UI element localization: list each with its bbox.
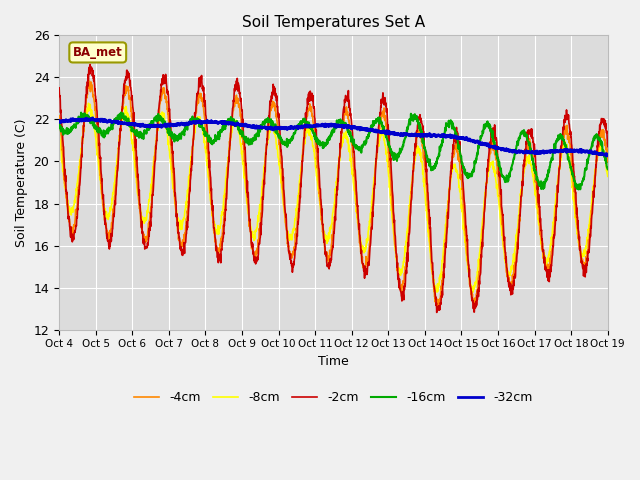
-4cm <box>588 204 596 210</box>
Legend: -4cm, -8cm, -2cm, -16cm, -32cm: -4cm, -8cm, -2cm, -16cm, -32cm <box>129 386 538 409</box>
-32cm <box>55 118 63 124</box>
-2cm <box>589 210 596 216</box>
Y-axis label: Soil Temperature (C): Soil Temperature (C) <box>15 118 28 247</box>
-16cm <box>575 187 582 192</box>
-4cm <box>55 113 63 119</box>
-16cm <box>488 127 495 132</box>
-8cm <box>84 100 92 106</box>
-32cm <box>83 116 91 121</box>
-4cm <box>86 78 93 84</box>
Line: -2cm: -2cm <box>59 64 608 312</box>
-2cm <box>55 85 63 91</box>
-8cm <box>469 289 477 295</box>
-16cm <box>323 142 330 147</box>
-16cm <box>83 114 91 120</box>
Line: -32cm: -32cm <box>59 118 608 156</box>
-16cm <box>55 120 63 126</box>
-8cm <box>308 133 316 139</box>
-8cm <box>83 110 91 116</box>
-2cm <box>604 144 612 150</box>
-4cm <box>604 159 612 165</box>
-8cm <box>588 197 596 203</box>
Line: -8cm: -8cm <box>59 103 608 292</box>
-4cm <box>488 142 495 147</box>
Line: -16cm: -16cm <box>59 112 608 190</box>
-16cm <box>589 144 596 149</box>
-32cm <box>588 150 596 156</box>
-2cm <box>588 211 596 217</box>
-4cm <box>308 105 316 111</box>
Title: Soil Temperatures Set A: Soil Temperatures Set A <box>242 15 425 30</box>
-4cm <box>589 203 596 208</box>
-32cm <box>308 123 316 129</box>
-32cm <box>89 115 97 120</box>
-32cm <box>603 153 611 159</box>
Line: -4cm: -4cm <box>59 81 608 306</box>
-4cm <box>83 91 91 96</box>
-32cm <box>604 152 612 157</box>
-2cm <box>323 251 330 257</box>
-32cm <box>588 149 596 155</box>
-2cm <box>86 61 94 67</box>
-16cm <box>308 126 316 132</box>
-4cm <box>323 253 330 259</box>
-2cm <box>433 310 440 315</box>
-16cm <box>588 141 596 147</box>
X-axis label: Time: Time <box>318 355 349 368</box>
-16cm <box>117 109 125 115</box>
-8cm <box>604 173 612 179</box>
-4cm <box>434 303 442 309</box>
-8cm <box>55 131 63 136</box>
-16cm <box>604 166 612 172</box>
-32cm <box>488 144 495 149</box>
-2cm <box>83 88 91 94</box>
-8cm <box>323 233 330 239</box>
-32cm <box>323 123 330 129</box>
-2cm <box>488 131 495 137</box>
-8cm <box>488 161 495 167</box>
Text: BA_met: BA_met <box>73 46 123 59</box>
-8cm <box>589 192 596 198</box>
-2cm <box>308 97 316 103</box>
